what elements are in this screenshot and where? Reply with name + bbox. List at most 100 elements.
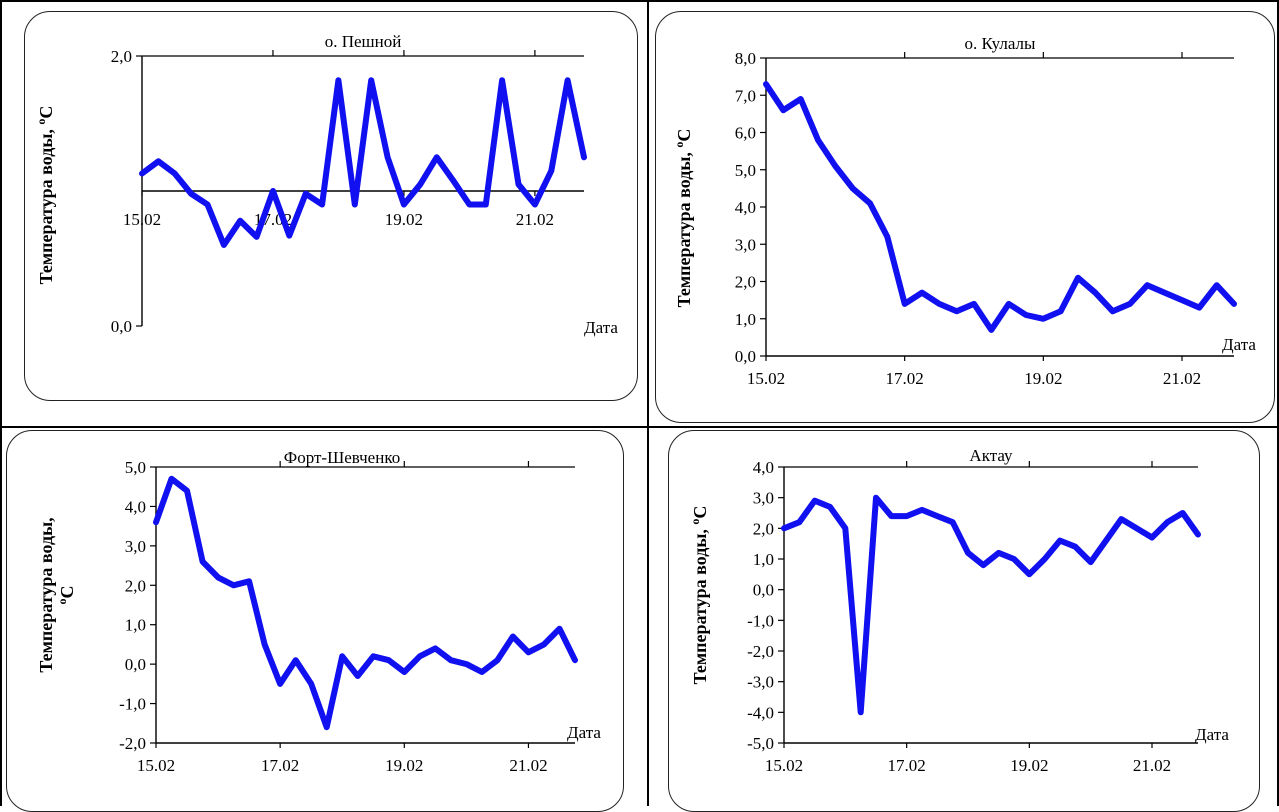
data-point (921, 292, 923, 294)
data-point (869, 202, 871, 204)
data-point (1164, 292, 1166, 294)
data-point (217, 576, 219, 578)
table-divider-vertical (647, 0, 649, 806)
data-point (800, 98, 802, 100)
x-tick-label: 19.02 (1010, 756, 1048, 775)
data-point (1044, 558, 1046, 560)
y-tick-label: 2,0 (753, 519, 774, 538)
data-point (1120, 518, 1122, 520)
data-point (938, 303, 940, 305)
data-point (1136, 527, 1138, 529)
y-tick-label: 2,0 (111, 47, 132, 66)
y-tick-label: -3,0 (747, 673, 774, 692)
x-tick-label: 21.02 (516, 210, 554, 229)
data-point (496, 659, 498, 661)
data-point (387, 156, 389, 158)
data-point (518, 183, 520, 185)
table-border-right (1277, 0, 1279, 806)
data-point (337, 79, 339, 81)
y-tick-label: 4,0 (125, 497, 146, 516)
y-tick-label: 3,0 (735, 235, 756, 254)
table-border-left (0, 0, 2, 806)
data-point (305, 193, 307, 195)
x-tick-label: 15.02 (137, 756, 175, 775)
data-point (1060, 310, 1062, 312)
data-point (558, 628, 560, 630)
data-point (436, 156, 438, 158)
data-point (906, 515, 908, 517)
data-point (783, 527, 785, 529)
data-point (419, 183, 421, 185)
data-point (1028, 573, 1030, 575)
data-point (190, 193, 192, 195)
y-tick-label: 5,0 (125, 458, 146, 477)
data-point (1151, 537, 1153, 539)
y-tick-label: 4,0 (753, 458, 774, 477)
table-border-top (0, 0, 1279, 2)
y-tick-label: 7,0 (735, 86, 756, 105)
chart-panel-kulaly (655, 11, 1275, 423)
data-point (1129, 303, 1131, 305)
chart-cell-kulaly: 0,0 1,0 2,0 3,0 4,0 5,0 6,0 7,0 8,0 15.02 17.02 19.… (648, 0, 1279, 427)
chart-title: Актау (969, 446, 1013, 465)
data-point (1181, 299, 1183, 301)
x-axis-label: Дата (584, 318, 618, 337)
y-tick-label: 1,0 (753, 550, 774, 569)
data-point (288, 235, 290, 237)
data-point (202, 561, 204, 563)
data-point (481, 671, 483, 673)
data-point (354, 204, 356, 205)
y-axis-label-text: Температура воды, оС (34, 106, 56, 285)
data-point (341, 655, 343, 657)
data-point (1146, 284, 1148, 286)
y-axis-label: Температура воды, оС (36, 517, 77, 672)
chart-cell-fort-shevchenko: -2,0 -1,0 0,0 1,0 2,0 3,0 4,0 5,0 15.02 17.02 19.0… (0, 427, 648, 812)
x-axis-label: Дата (1195, 725, 1229, 744)
data-point (886, 236, 888, 238)
data-point (465, 663, 467, 665)
x-tick-label: 15.02 (747, 369, 785, 388)
data-point (186, 490, 188, 492)
data-point (452, 179, 454, 181)
data-point (967, 552, 969, 554)
data-point (512, 636, 514, 638)
data-point (1094, 292, 1096, 294)
data-point (1090, 561, 1092, 563)
y-tick-label: 1,0 (125, 616, 146, 635)
data-point (956, 310, 958, 312)
x-tick-label: 15.02 (765, 756, 803, 775)
x-tick-label: 17.02 (886, 369, 924, 388)
x-tick-label: 19.02 (385, 756, 423, 775)
y-tick-label: 2,0 (735, 273, 756, 292)
data-point (583, 156, 585, 158)
data-point (1105, 540, 1107, 542)
y-tick-label: 3,0 (125, 537, 146, 556)
chart-kulaly: 0,0 1,0 2,0 3,0 4,0 5,0 6,0 7,0 8,0 15.02 17.02 19.… (672, 34, 1256, 388)
data-point (403, 204, 405, 205)
data-point (256, 236, 258, 238)
y-tick-label: -4,0 (747, 703, 774, 722)
data-point (1077, 277, 1079, 279)
data-point (419, 655, 421, 657)
data-point (468, 204, 470, 205)
data-point (574, 659, 576, 661)
data-point (1197, 533, 1199, 535)
y-axis-label-line2: оС (55, 586, 77, 605)
data-point (1042, 318, 1044, 320)
data-point (952, 521, 954, 523)
data-point (890, 515, 892, 517)
chart-title: Форт-Шевченко (284, 448, 400, 467)
data-point (321, 204, 323, 205)
y-tick-label: 1,0 (735, 310, 756, 329)
data-point (1074, 546, 1076, 548)
x-tick-label: 21.02 (1163, 369, 1201, 388)
data-point (450, 659, 452, 661)
data-point (171, 478, 173, 480)
y-tick-label: 0,0 (735, 347, 756, 366)
data-point (527, 651, 529, 653)
x-axis-label: Дата (567, 723, 601, 742)
x-tick-label: 15.02 (123, 210, 161, 229)
data-point (990, 329, 992, 331)
